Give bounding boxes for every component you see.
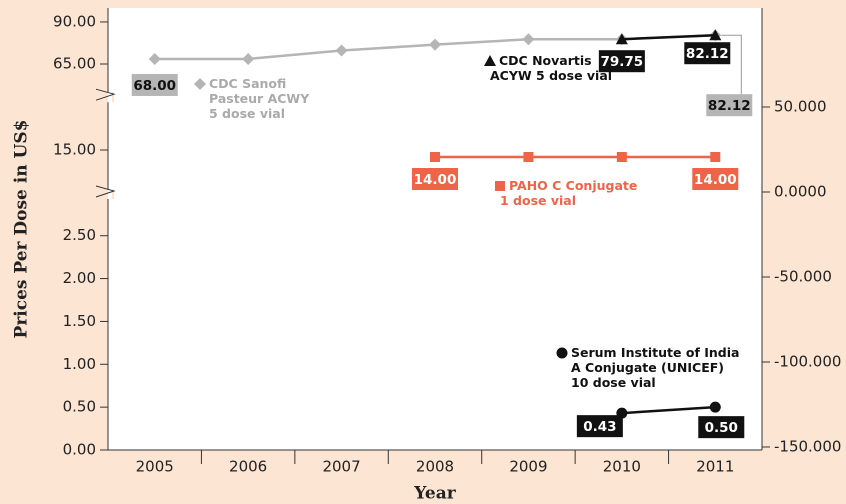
y2-tick-label: -100.000 [774,353,841,371]
y2-tick-label: -150.000 [774,438,841,456]
y-tick-label: 0.50 [63,398,96,416]
y-tick-label: 1.50 [63,312,96,330]
plot-area [108,8,762,450]
y-tick-label: 15.00 [53,141,96,159]
value-label: 68.00 [133,78,176,94]
value-label: 14.00 [414,172,457,188]
value-label-box [684,42,731,65]
axis-break [95,185,116,198]
series-line [621,405,716,415]
legend-line: 1 dose vial [500,193,576,208]
y-tick-label: 1.00 [63,355,96,373]
value-label-box [692,168,739,190]
marker [709,401,721,413]
legend-line: ACYW 5 dose vial [490,68,612,83]
label-connector [721,34,742,95]
marker [430,152,440,162]
legend-label: CDC Novartis ACYW 5 dose vial [490,53,612,83]
legend-line: CDC Novartis [499,53,592,68]
series-line [621,33,716,41]
y-tick-label: 65.00 [53,54,96,72]
y2-tick-label: 50.000 [774,98,827,116]
legend-line: A Conjugate (UNICEF) [571,360,724,375]
value-label: 82.12 [708,98,751,114]
marker [242,52,255,65]
x-axis-title: Year [413,484,456,504]
marker [429,38,441,51]
marker [522,33,535,46]
legend-line: CDC Sanofi [209,76,286,91]
legend-line: Serum Institute of India [571,345,739,360]
marker [194,78,206,90]
x-tick-label: 2010 [603,458,641,476]
marker [484,55,496,66]
marker [710,152,721,162]
value-label-box [706,94,753,117]
value-label-box [576,415,623,438]
legend-label: Serum Institute of India A Conjugate (UNI… [571,345,739,390]
value-label-box [698,416,745,439]
marker [709,29,722,41]
marker [495,181,505,191]
marker [335,44,348,57]
value-label: 0.43 [583,419,616,435]
x-tick-label: 2009 [509,458,547,476]
marker [615,33,628,45]
marker [556,347,568,359]
axis-break-gap-plot [108,92,112,103]
marker [523,152,534,162]
y2-tick-label: -50.000 [774,268,832,286]
y-axis-title: Prices Per Dose in US$ [12,120,32,339]
axis-break-gap-plot [108,189,112,199]
y-tick-label: 2.50 [63,226,96,244]
value-label-box [131,73,178,96]
legend-line: 10 dose vial [571,375,656,390]
value-label-box [412,168,458,190]
value-label: 79.75 [601,54,644,70]
y2-tick-label: 0.0000 [774,183,827,201]
y-tick-label: 0.00 [63,441,96,459]
value-label: 14.00 [694,172,737,188]
x-tick-label: 2007 [322,458,360,476]
marker [616,152,627,162]
x-tick-label: 2006 [229,458,267,476]
marker [148,52,161,65]
legend-line: Pasteur ACWY [209,91,310,106]
legend-label: PAHO C Conjugate 1 dose vial [500,178,637,208]
x-tick-label: 2011 [696,458,734,476]
legend-line: 5 dose vial [209,106,285,121]
x-tick-label: 2005 [136,458,174,476]
x-tick-label: 2008 [416,458,454,476]
legend-line: PAHO C Conjugate [509,178,637,193]
value-label: 0.50 [705,420,738,436]
axis-break [95,88,116,101]
y-tick-label: 90.00 [53,12,96,30]
value-label: 82.12 [686,46,729,62]
y-tick-label: 2.00 [63,269,96,287]
value-label-box [598,50,645,73]
legend-label: CDC Sanofi Pasteur ACWY 5 dose vial [209,76,310,121]
